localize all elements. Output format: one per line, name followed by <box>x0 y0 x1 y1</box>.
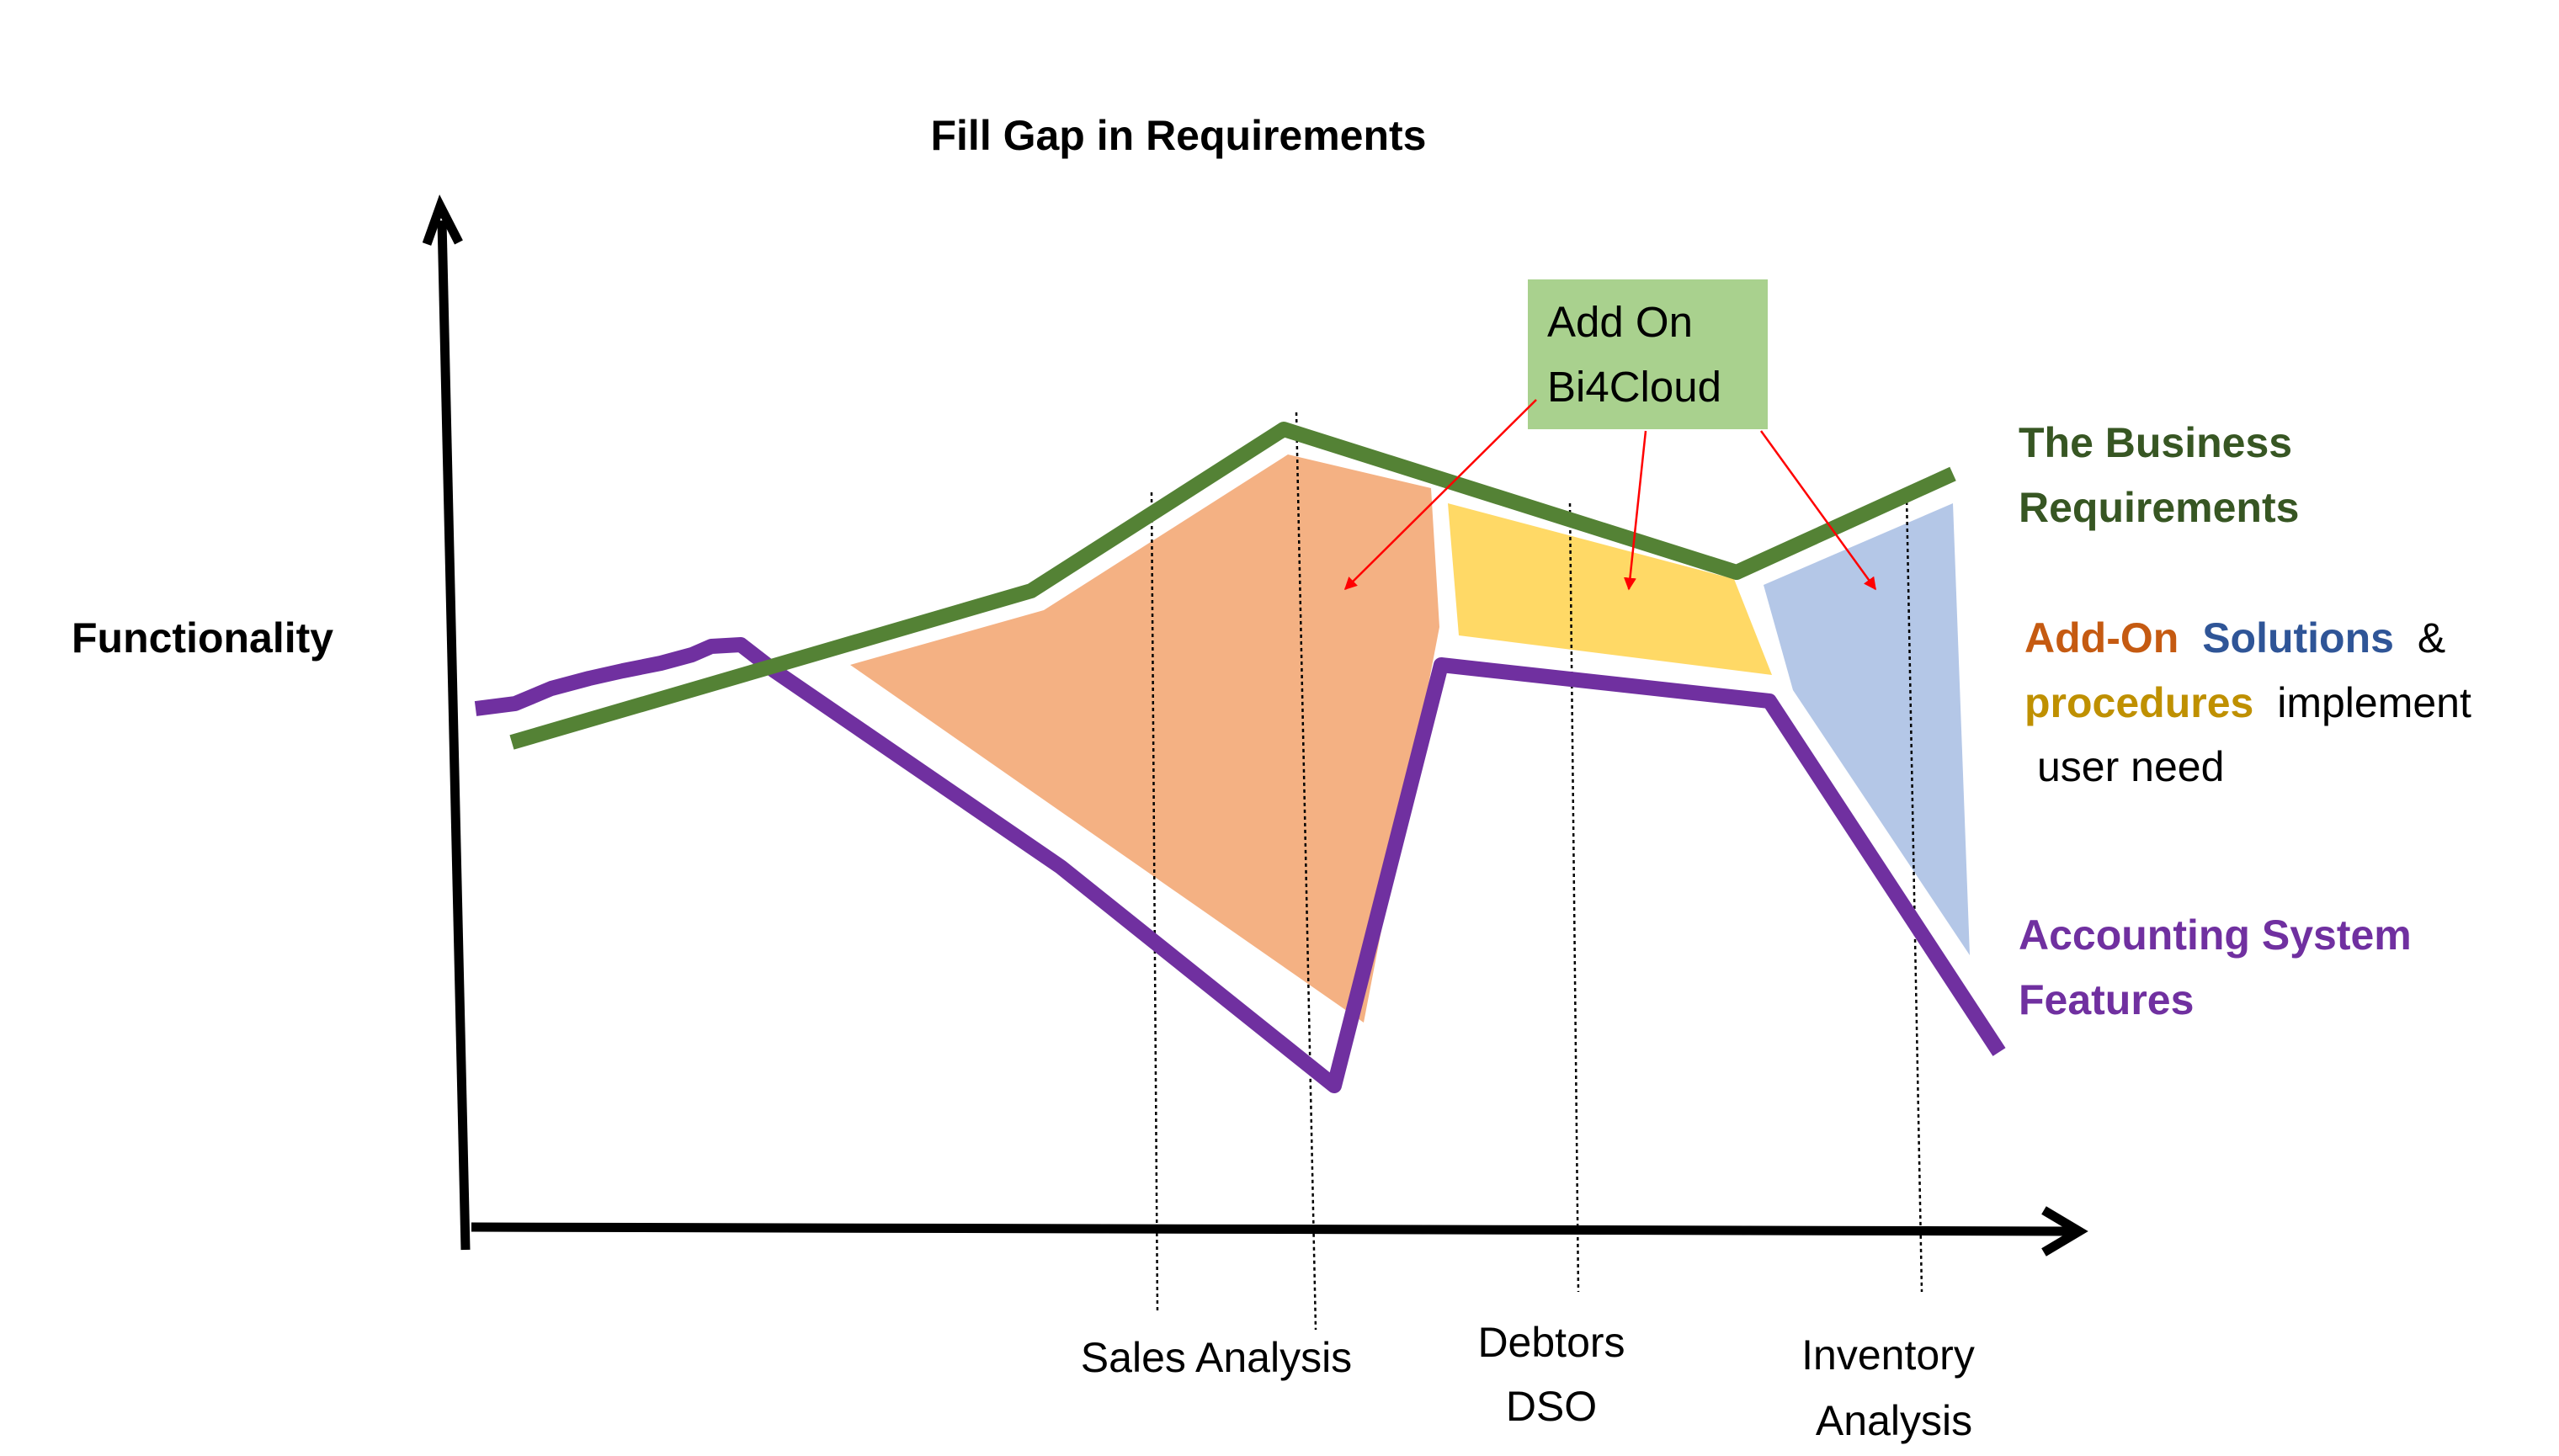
legend-accounting-line-1: Accounting System <box>2019 911 2412 959</box>
legend-addon-line-3: user need <box>2037 743 2224 790</box>
y-axis-label: Functionality <box>72 614 333 662</box>
legend-implement-word: implement <box>2277 679 2471 726</box>
callout-arrow-sales <box>1343 399 1537 591</box>
callout-line-1: Add On <box>1547 298 1693 346</box>
guide-line-inventory <box>1905 494 1923 1293</box>
x-label-analysis: Analysis <box>1816 1397 1972 1444</box>
diagram-title: Fill Gap in Requirements <box>931 112 1427 159</box>
legend-ampersand: & <box>2418 614 2445 662</box>
legend-addon-line-1: Add-On Solutions & <box>2024 614 2445 662</box>
x-label-debtors: Debtors <box>1477 1319 1625 1366</box>
callout-arrow-debtors <box>1623 430 1647 591</box>
x-axis <box>471 1222 2072 1236</box>
callout-line-2: Bi4Cloud <box>1547 363 1721 411</box>
x-label-sales-analysis: Sales Analysis <box>1081 1334 1352 1381</box>
legend-addon-line-2: procedures implement <box>2024 679 2471 726</box>
x-label-inventory: Inventory <box>1801 1331 1975 1379</box>
legend-procedures-word: procedures <box>2024 679 2253 726</box>
legend-business-line-2: Requirements <box>2019 484 2299 531</box>
y-axis-arrowhead <box>422 194 463 246</box>
sales-gap-fill <box>850 454 1439 1023</box>
inventory-gap-fill <box>1764 503 1970 955</box>
guide-line-sales-1 <box>1150 492 1159 1314</box>
callout-arrow-inventory <box>1759 430 1877 591</box>
debtors-gap-fill <box>1448 503 1772 675</box>
addon-callout-box <box>1528 279 1768 429</box>
y-axis <box>437 220 471 1251</box>
legend-accounting-line-2: Features <box>2019 976 2194 1023</box>
business-requirements-line <box>509 422 1956 750</box>
accounting-features-line <box>474 637 2006 1093</box>
legend-business-line-1: The Business <box>2019 419 2292 466</box>
legend-solutions-word: Solutions <box>2202 614 2394 662</box>
guide-line-sales-2 <box>1295 412 1317 1331</box>
x-axis-arrowhead <box>2041 1206 2088 1257</box>
x-label-dso: DSO <box>1506 1383 1597 1430</box>
legend-addon-word: Add-On <box>2024 614 2179 662</box>
